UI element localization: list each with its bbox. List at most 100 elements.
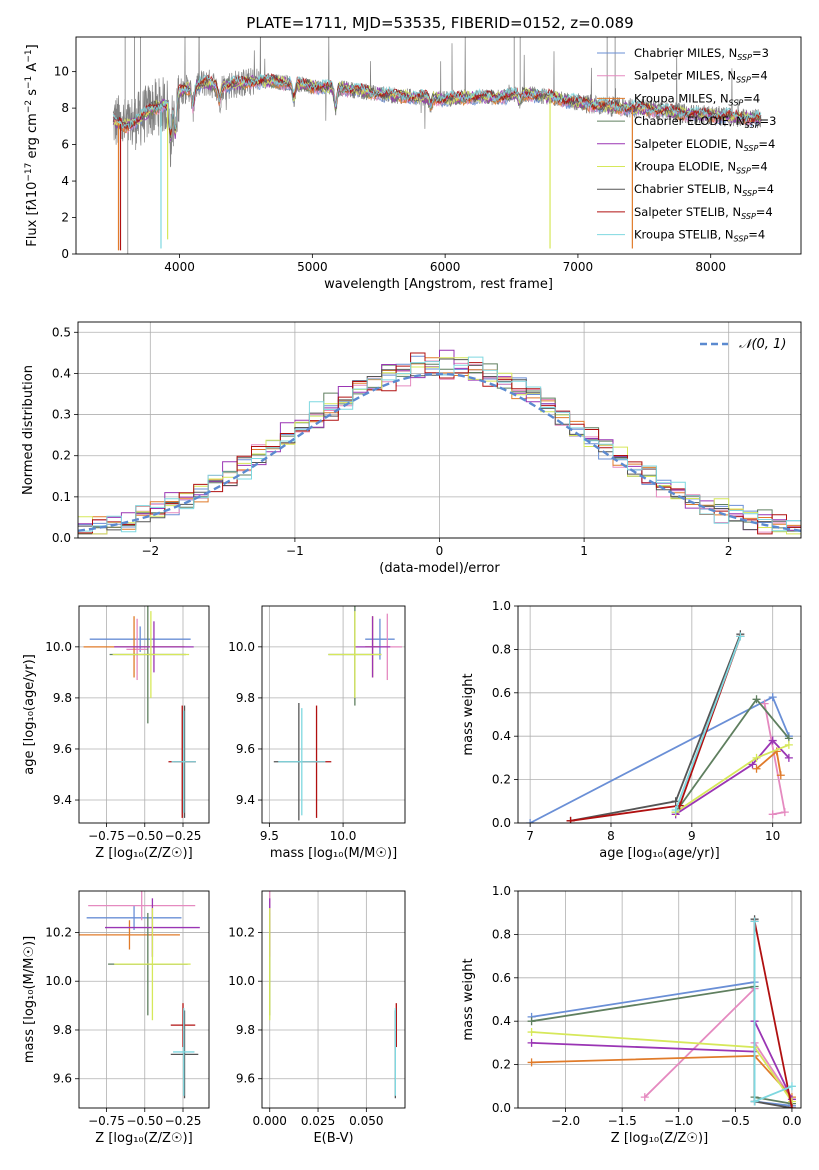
weight-marker [736, 632, 745, 641]
y-tick-label: 0.8 [492, 927, 511, 941]
x-tick-label: 0.000 [253, 1114, 287, 1128]
y-tick-label: 0.4 [492, 729, 511, 743]
axes-frame [75, 36, 802, 255]
y-tick-label: 10.2 [228, 925, 255, 939]
y-tick-label: 0.2 [492, 1058, 511, 1072]
y-tick-label: 4 [61, 174, 69, 188]
weight-marker [527, 1028, 536, 1037]
y-tick-label: 0.4 [492, 1014, 511, 1028]
y-axis-label: Flux [fλ10−17 erg cm−2 s−1 A−1] [24, 44, 40, 246]
x-tick-label: 0.025 [301, 1114, 335, 1128]
weight-series-line [675, 739, 790, 816]
weight-marker [750, 1097, 759, 1106]
weight-marker [780, 808, 789, 817]
errorbar-point [170, 1010, 199, 1099]
weight-marker [527, 1058, 536, 1067]
y-axis-label-part: −1 [24, 76, 34, 89]
weight-marker [752, 695, 761, 704]
y-axis-label: mass weight [461, 958, 476, 1040]
x-axis-label: E(B-V) [313, 1131, 353, 1146]
x-tick-label: −0.5 [721, 1114, 750, 1128]
legend-label: Chabrier MILES, NSSP=3 [634, 46, 769, 62]
legend-label-sub: SSP [745, 121, 760, 130]
weight-marker [748, 760, 757, 769]
weight-marker [750, 917, 759, 926]
legend-label-text: Kroupa MILES, N [634, 91, 729, 105]
x-tick-label: 0 [436, 544, 444, 558]
legend-label-text: Salpeter MILES, N [634, 69, 736, 83]
x-tick-label: −0.25 [165, 829, 202, 843]
x-tick-label: 8 [607, 829, 615, 843]
age-vs-Z-panel: −0.75 −0.50 −0.25 9.4 9.6 9.8 10.0 Z [log₁₀(Z/Z… [22, 605, 210, 861]
y-axis-label: age [log₁₀(age/yr)] [22, 654, 37, 775]
x-axis-label: (data-model)/error [379, 561, 500, 576]
y-tick-label: 9.8 [53, 1023, 72, 1037]
y-tick-label: 0.3 [52, 408, 71, 422]
y-axis-label-part: A [25, 63, 40, 76]
x-tick-label: 10.0 [330, 829, 357, 843]
x-tick-label: 5000 [297, 260, 328, 274]
y-tick-label: 1.0 [492, 599, 511, 613]
weight-marker [768, 736, 777, 745]
legend-label-text: Chabrier ELODIE, N [634, 114, 745, 128]
x-tick-label: 4000 [164, 260, 195, 274]
x-tick-label: −0.50 [126, 1114, 163, 1128]
y-axis-label-part: λ [25, 198, 40, 207]
y-tick-label: 0.4 [52, 366, 71, 380]
age-vs-mass-panel: 9.5 10.0 9.4 9.6 9.8 10.0 mass [log₁₀(M/M☉)] [228, 605, 406, 861]
legend-label-sub: SSP [736, 167, 751, 176]
y-tick-label: 0.0 [492, 816, 511, 830]
legend-label-count: =4 [751, 160, 768, 174]
legend-label-count: =3 [752, 46, 769, 60]
x-tick-label: −0.50 [126, 829, 163, 843]
x-tick-label: 7 [526, 829, 534, 843]
weight-marker [768, 693, 777, 702]
y-tick-label: 9.8 [53, 691, 72, 705]
x-tick-label: 7000 [563, 260, 594, 274]
legend-label-count: =4 [757, 182, 774, 196]
x-axis-label: Z [log₁₀(Z/Z☉)] [95, 846, 192, 861]
y-tick-label: 9.8 [236, 691, 255, 705]
y-tick-label: 0.6 [492, 971, 511, 985]
weight-series-line [753, 921, 793, 1108]
spectrum-model-line [113, 74, 761, 140]
y-tick-label: 9.4 [236, 793, 255, 807]
y-tick-label: 8 [61, 101, 69, 115]
y-tick-label: 9.8 [236, 1023, 255, 1037]
weight-marker [776, 771, 785, 780]
spectrum-plot-area [112, 37, 762, 254]
axes-frame [261, 605, 406, 824]
x-tick-label: 0.050 [349, 1114, 383, 1128]
y-tick-label: 0 [61, 247, 69, 261]
legend-label: Kroupa STELIB, NSSP=4 [634, 228, 765, 244]
weight-vs-age-plot-area [526, 630, 793, 823]
x-tick-label: 9 [688, 829, 696, 843]
legend-label-sub: SSP [744, 144, 759, 153]
legend-label-count: =4 [748, 228, 765, 242]
errorbar-point [114, 621, 194, 673]
legend-label: Salpeter ELODIE, NSSP=4 [634, 137, 775, 153]
y-tick-label: 10.0 [45, 974, 72, 988]
y-tick-label: 10.2 [45, 925, 72, 939]
axes-frame [261, 890, 406, 1109]
mass-vs-EBV-panel: 0.000 0.025 0.050 9.6 9.8 10.0 10.2 E(B-V) [228, 890, 406, 1146]
axes-frame [78, 890, 210, 1109]
x-tick-label: 10 [765, 829, 780, 843]
weight-series-line [570, 636, 742, 822]
errorbar-point [86, 905, 182, 931]
y-tick-label: 1.0 [492, 884, 511, 898]
legend-label-sub: SSP [729, 98, 744, 107]
x-axis-label: Z [log₁₀(Z/Z☉)] [95, 1131, 192, 1146]
y-tick-label: 0.2 [492, 773, 511, 787]
x-tick-label: 0.0 [782, 1114, 801, 1128]
errorbar-point [173, 1008, 195, 1096]
y-axis-label-part: −2 [24, 100, 34, 113]
legend-label-sub: SSP [737, 53, 752, 62]
legend-label-count: =4 [743, 91, 760, 105]
weight-marker [526, 819, 535, 823]
legend-label-sub: SSP [736, 76, 751, 85]
weight-marker [784, 740, 793, 749]
x-tick-label: −1.0 [664, 1114, 693, 1128]
legend-label-count: =4 [751, 69, 768, 83]
